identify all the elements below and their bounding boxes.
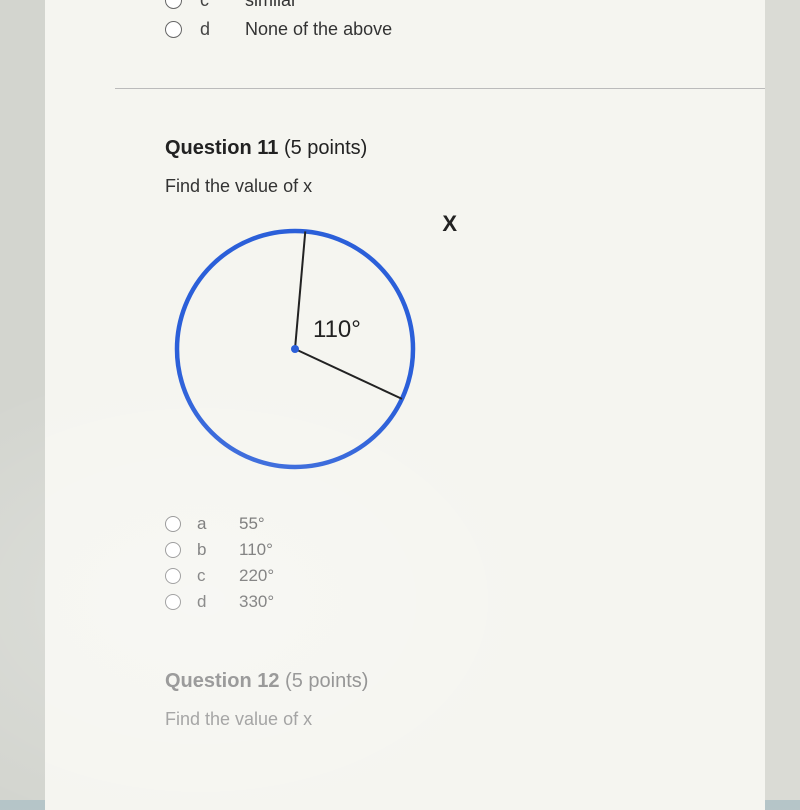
question-number: Question 11 <box>165 137 278 159</box>
option-letter: c <box>197 566 239 586</box>
question-title: Question 11 (5 points) <box>165 137 765 160</box>
option-b[interactable]: b 110° <box>165 540 765 560</box>
option-text: None of the above <box>245 19 392 40</box>
arc-label-x: X <box>442 211 457 237</box>
radio-icon[interactable] <box>165 516 181 532</box>
radio-icon[interactable] <box>165 594 181 610</box>
option-letter: b <box>197 540 239 560</box>
circle-angle-diagram: X 110° <box>165 209 465 489</box>
option-letter: c <box>200 0 245 11</box>
radius-1 <box>295 231 305 349</box>
option-text: 220° <box>239 566 274 586</box>
next-question-title: Question 12 (5 points) <box>165 670 765 693</box>
previous-question-options: c similar d None of the above <box>165 0 765 40</box>
option-d[interactable]: d 330° <box>165 592 765 612</box>
next-question-prompt: Find the value of x <box>165 709 765 730</box>
option-c[interactable]: c 220° <box>165 566 765 586</box>
radio-icon[interactable] <box>165 568 181 584</box>
option-text: 55° <box>239 514 265 534</box>
radio-icon[interactable] <box>165 0 182 9</box>
next-question-preview: Question 12 (5 points) Find the value of… <box>165 670 765 730</box>
angle-label: 110° <box>313 316 361 343</box>
question-points: (5 points) <box>284 137 367 159</box>
radius-2 <box>295 349 402 399</box>
radio-icon[interactable] <box>165 21 182 38</box>
answer-options: a 55° b 110° c 220° d 330° <box>165 514 765 612</box>
next-question-number: Question 12 <box>165 670 279 692</box>
option-text: similar <box>245 0 297 11</box>
next-question-points: (5 points) <box>285 670 368 692</box>
option-letter: d <box>200 19 245 40</box>
option-letter: d <box>197 592 239 612</box>
radio-icon[interactable] <box>165 542 181 558</box>
circle-svg: 110° <box>165 209 445 489</box>
question-prompt: Find the value of x <box>165 176 765 197</box>
option-a[interactable]: a 55° <box>165 514 765 534</box>
option-text: 330° <box>239 592 274 612</box>
question-divider <box>115 88 765 89</box>
center-dot <box>291 345 299 353</box>
option-text: 110° <box>239 540 273 560</box>
prev-option-d[interactable]: d None of the above <box>165 19 765 40</box>
option-letter: a <box>197 514 239 534</box>
prev-option-c[interactable]: c similar <box>165 0 765 11</box>
